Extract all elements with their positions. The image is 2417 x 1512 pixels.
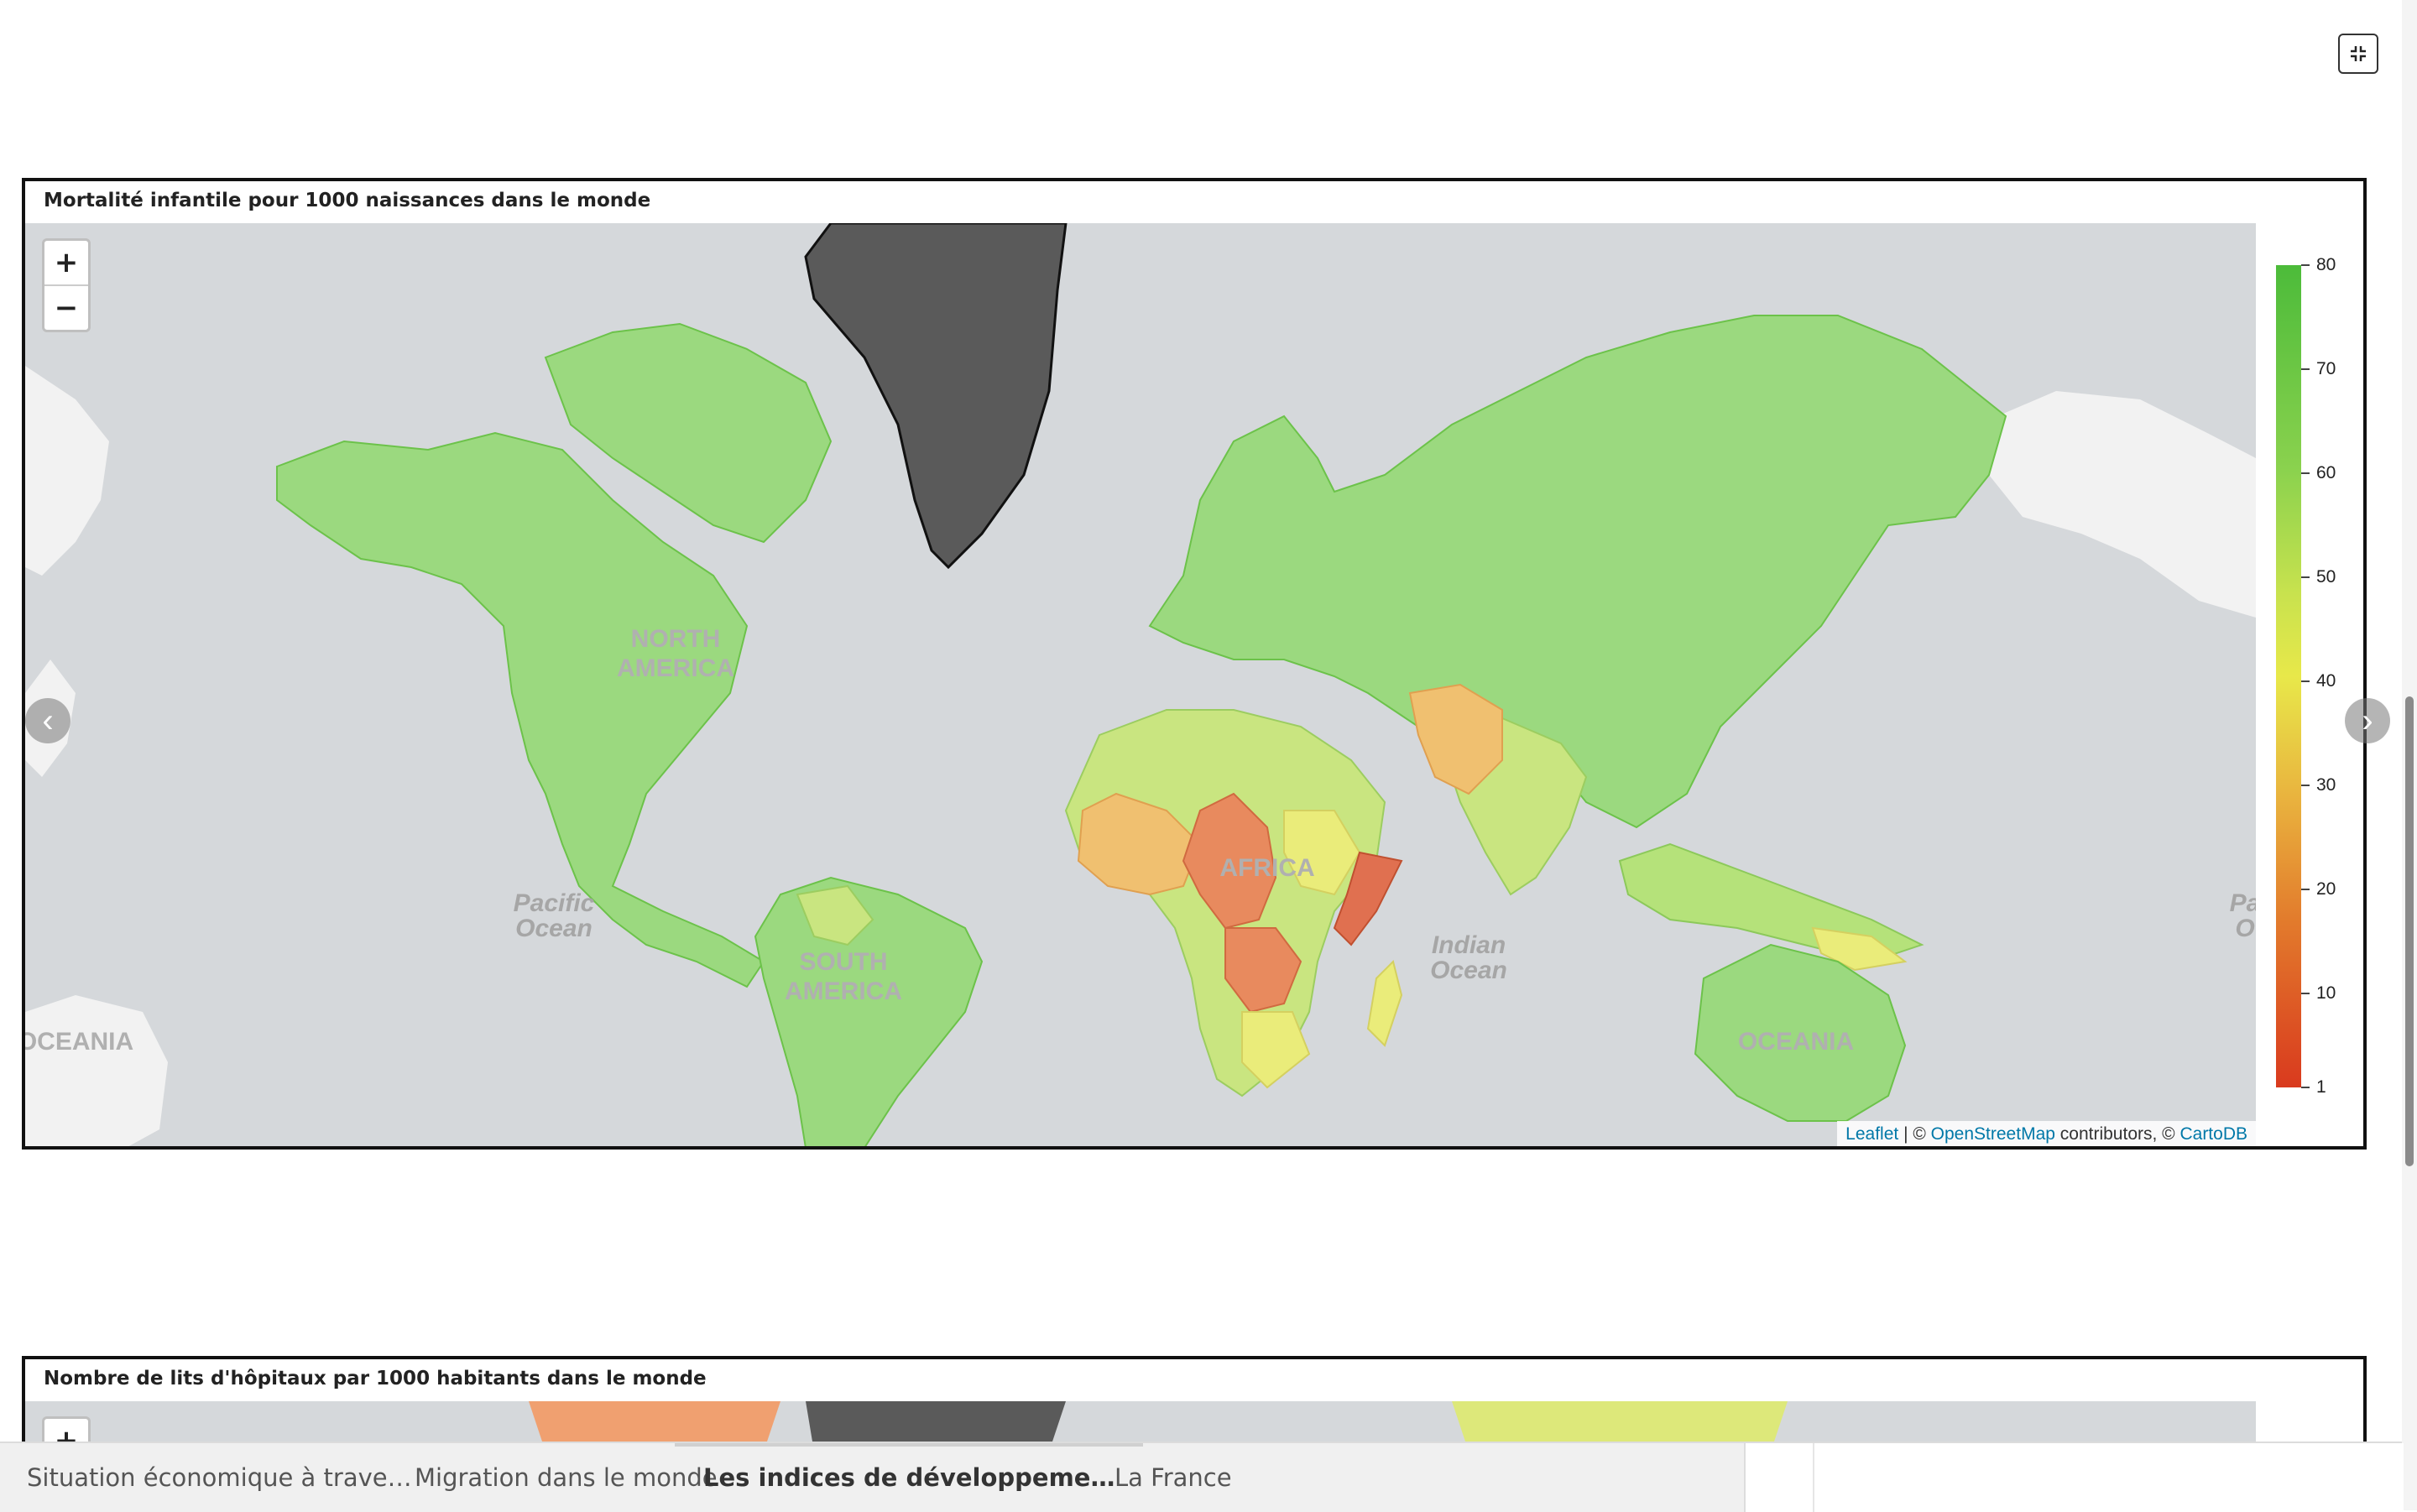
page-scrollbar[interactable] [2402,0,2417,1510]
label-pacific-2: Ocean [515,915,593,942]
tab-situation-economique[interactable]: Situation économique à trave… [27,1463,412,1492]
somalia [1333,851,1403,946]
zoom-control: + − [42,238,91,332]
story-tab-bar: Situation économique à trave… Migration … [0,1442,2404,1512]
label-oceania: OCEANIA [1738,1028,1854,1056]
hospital-beds-panel: Nombre de lits d'hôpitaux par 1000 habit… [22,1356,2367,1448]
africa-congo [1224,927,1302,1014]
north-land-yellow [1452,1401,1788,1445]
legend-gradient [2276,265,2301,1087]
greenland-2 [806,1401,1066,1445]
tab-la-france[interactable]: La France [1115,1463,1232,1492]
map-attribution: Leaflet | © OpenStreetMap contributors, … [1837,1121,2256,1146]
legend-tick: 60 [2301,463,2336,483]
legend-tick: 10 [2301,983,2336,1004]
legend-tick: 20 [2301,879,2336,899]
label-indian: Indian [1432,931,1506,959]
chevron-left-icon: ‹ [42,701,54,739]
scrollbar-thumb[interactable] [2405,696,2414,1166]
africa-west-high [1077,792,1202,896]
legend-tick: 1 [2301,1077,2326,1098]
south-america [754,876,984,1146]
label-africa: AFRICA [1219,854,1314,882]
infant-mortality-panel: Mortalité infantile pour 1000 naissances… [22,178,2367,1150]
australia-left [25,995,168,1146]
canada-islands [544,322,833,544]
label-south-america-2: AMERICA [785,978,902,1005]
color-legend: 80 70 60 50 40 30 20 10 1 [2276,255,2360,1098]
zoom-control-2: + [42,1416,91,1448]
exit-fullscreen-button[interactable] [2338,34,2378,74]
alaska-east-russia-right [1989,391,2256,618]
legend-tick: 50 [2301,567,2336,587]
tab-migration[interactable]: Migration dans le monde [415,1463,718,1492]
label-north-america-2: AMERICA [617,654,734,682]
zoom-in-button[interactable]: + [54,246,79,279]
north-land-red [529,1401,780,1445]
label-north-america: NORTH [631,625,721,653]
leaflet-link[interactable]: Leaflet [1845,1124,1899,1144]
madagascar [1366,960,1403,1047]
tab-indices-developpement[interactable]: Les indices de développeme… [675,1443,1144,1512]
world-map[interactable]: NORTH AMERICA SOUTH AMERICA AFRICA OCEAN… [25,223,2256,1146]
australia [1694,943,1907,1122]
greenland [804,223,1068,570]
africa-south-yellow [1241,1011,1311,1089]
panel-title: Nombre de lits d'hôpitaux par 1000 habit… [44,1368,707,1389]
label-south-america: SOUTH [800,948,888,976]
carousel-next-button[interactable]: › [2345,698,2390,743]
south-america-yellow [796,884,874,946]
zoom-in-button[interactable]: + [54,1424,79,1448]
chevron-right-icon: › [2362,701,2373,739]
africa-central-high [1182,792,1277,930]
world-map-2[interactable]: + [25,1401,2256,1448]
label-pacific-right-2: O [2235,915,2254,942]
africa-east-yellow [1283,810,1361,896]
panel-title: Mortalité infantile pour 1000 naissances… [44,190,651,211]
legend-tick: 30 [2301,775,2336,795]
legend-tick: 70 [2301,359,2336,379]
attribution-contrib: contributors, © [2054,1124,2180,1144]
pakistan-afghanistan [1408,683,1503,795]
attribution-sep: | © [1898,1124,1931,1144]
carousel-prev-button[interactable]: ‹ [25,698,70,743]
label-indian-2: Ocean [1430,957,1507,984]
legend-tick: 40 [2301,671,2336,691]
label-oceania-left: OCEANIA [25,1028,133,1056]
collapse-icon [2351,46,2366,61]
map-layer: NORTH AMERICA SOUTH AMERICA AFRICA OCEAN… [25,223,2256,1146]
cartodb-link[interactable]: CartoDB [2179,1124,2247,1144]
east-russia-left [25,366,109,576]
label-pacific: Pacific [514,889,595,917]
legend-tick: 80 [2301,255,2336,275]
zoom-out-button[interactable]: − [44,284,88,330]
tab-bar-blank [1744,1443,2404,1512]
map-layer-2 [529,1401,1788,1445]
png [1811,926,1908,972]
osm-link[interactable]: OpenStreetMap [1930,1124,2055,1144]
label-pacific-right: Pa [2230,889,2256,917]
